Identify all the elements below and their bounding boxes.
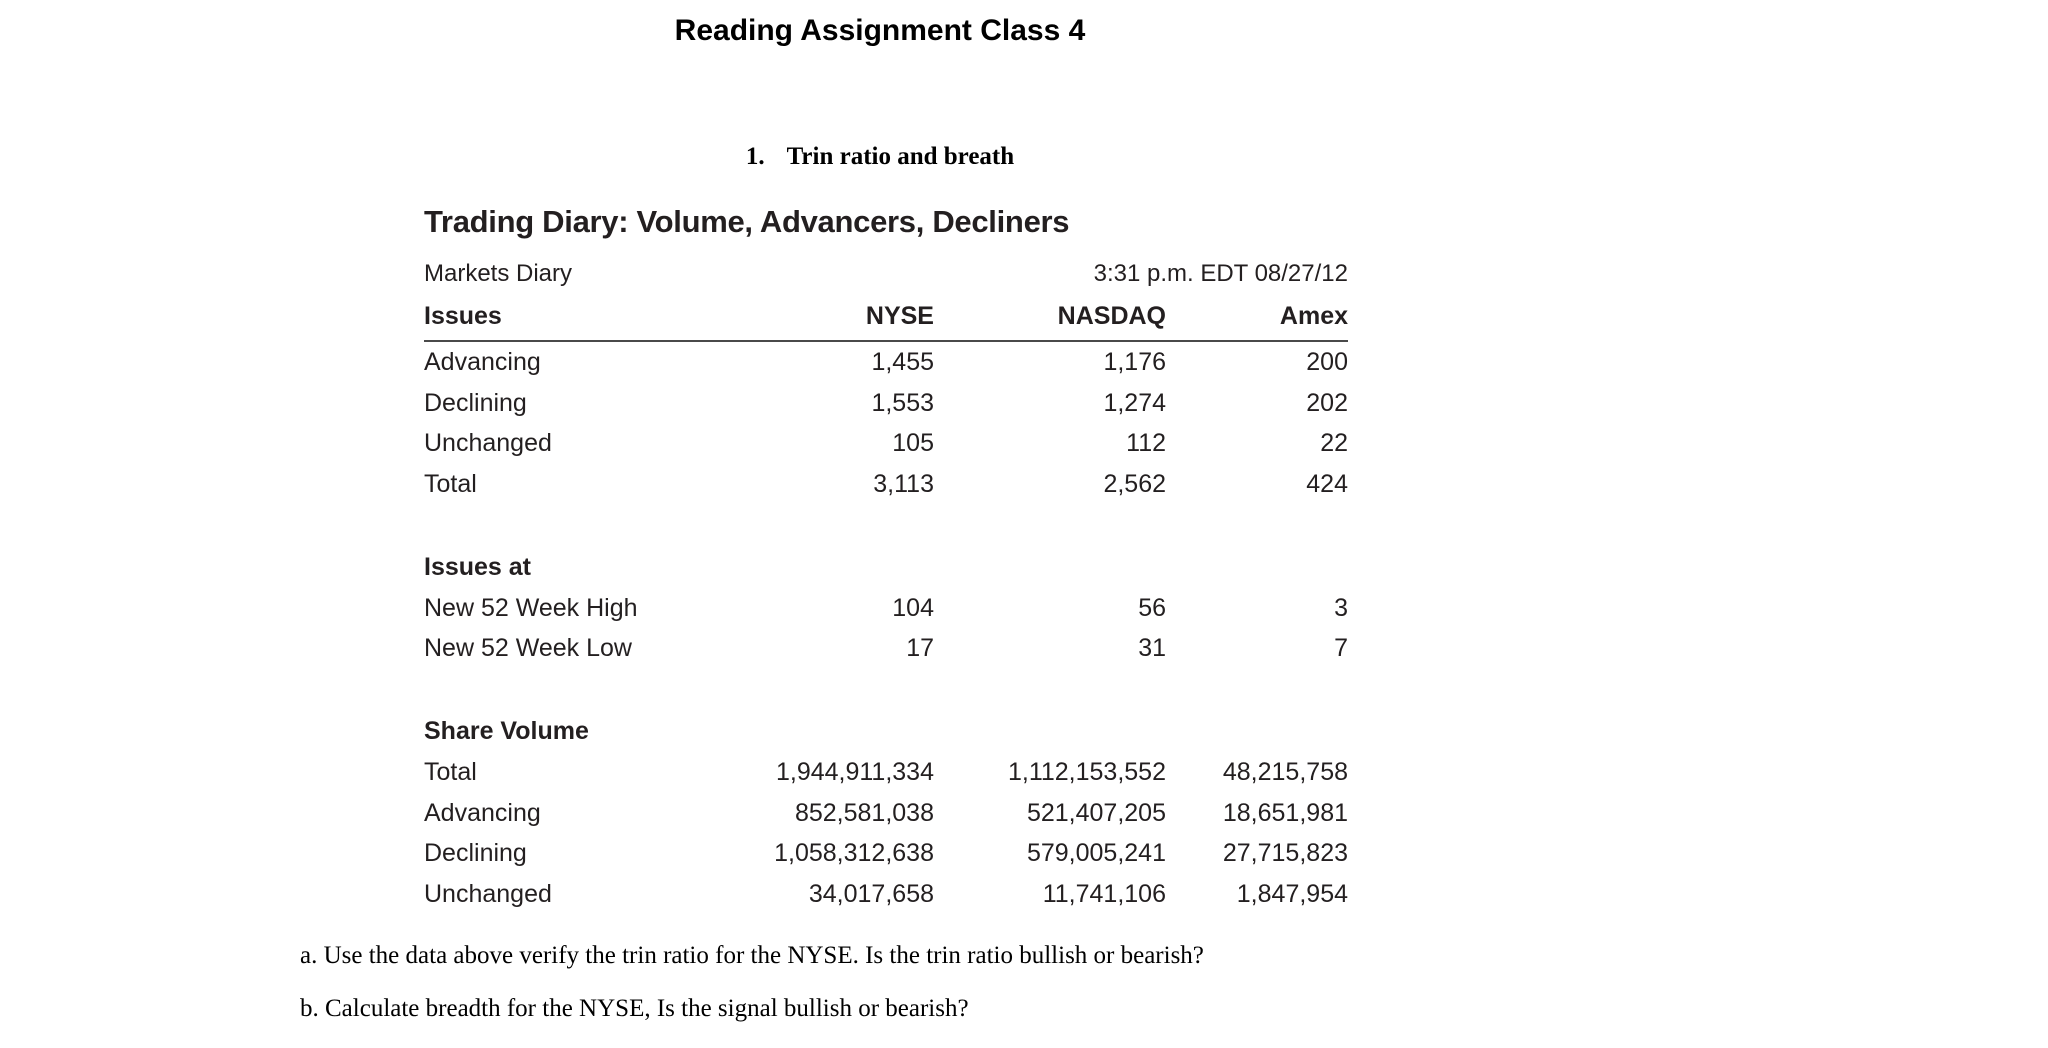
row-label: Advancing bbox=[424, 347, 541, 376]
nyse-value: 104 bbox=[892, 593, 934, 622]
row-label: New 52 Week High bbox=[424, 593, 638, 622]
amex-value: 202 bbox=[1306, 388, 1348, 417]
amex-value: 424 bbox=[1306, 470, 1348, 498]
row-label: New 52 Week Low bbox=[424, 634, 632, 663]
row-label: Declining bbox=[424, 388, 527, 417]
nyse-value: 1,058,312,638 bbox=[774, 839, 934, 868]
table-row: Advancing 852,581,038 521,407,205 18,651… bbox=[424, 793, 1348, 834]
diary-heading: Trading Diary: Volume, Advancers, Declin… bbox=[424, 204, 1070, 239]
column-header-nasdaq: NASDAQ bbox=[934, 296, 1166, 342]
assignment-item-heading: 1. Trin ratio and breath bbox=[0, 143, 1760, 171]
section-spacer bbox=[424, 669, 1348, 711]
table-row: Total 3,113 2,562 424 bbox=[424, 464, 1348, 505]
table-header-row: Issues NYSE NASDAQ Amex bbox=[424, 296, 1348, 342]
row-label: Unchanged bbox=[424, 880, 552, 908]
section-header-row: Issues at bbox=[424, 547, 1348, 588]
nasdaq-value: 11,741,106 bbox=[1042, 880, 1166, 908]
nasdaq-value: 1,274 bbox=[1103, 388, 1166, 417]
nyse-value: 105 bbox=[892, 429, 934, 458]
table-row: Unchanged 105 112 22 bbox=[424, 423, 1348, 464]
question-b-text: Calculate breadth for the NYSE, Is the s… bbox=[325, 995, 969, 1022]
nyse-value: 3,113 bbox=[873, 470, 934, 498]
amex-value: 7 bbox=[1334, 634, 1348, 663]
table-row: Advancing 1,455 1,176 200 bbox=[424, 341, 1348, 383]
column-header-nyse: NYSE bbox=[682, 296, 934, 342]
nasdaq-value: 521,407,205 bbox=[1026, 798, 1166, 827]
row-label: Total bbox=[424, 470, 477, 498]
nyse-value: 1,553 bbox=[871, 388, 934, 417]
nyse-value: 852,581,038 bbox=[794, 798, 934, 827]
question-b: b. Calculate breadth for the NYSE, Is th… bbox=[300, 995, 1204, 1023]
item-number: 1. bbox=[745, 143, 765, 170]
section-title: Share Volume bbox=[424, 717, 589, 745]
amex-value: 27,715,823 bbox=[1222, 839, 1348, 868]
question-a-text: Use the data above verify the trin ratio… bbox=[323, 942, 1204, 969]
table-row: Declining 1,553 1,274 202 bbox=[424, 383, 1348, 424]
table-row: New 52 Week Low 17 31 7 bbox=[424, 628, 1348, 669]
row-label: Unchanged bbox=[424, 429, 552, 458]
nasdaq-value: 1,176 bbox=[1103, 347, 1166, 376]
nasdaq-value: 31 bbox=[1138, 634, 1166, 663]
amex-value: 48,215,758 bbox=[1222, 757, 1348, 786]
section-spacer bbox=[424, 505, 1348, 547]
row-label: Advancing bbox=[424, 798, 541, 827]
question-b-label: b. bbox=[300, 995, 319, 1022]
page-title: Reading Assignment Class 4 bbox=[674, 14, 1086, 47]
diary-timestamp: 3:31 p.m. EDT 08/27/12 bbox=[1093, 260, 1348, 287]
section-title: Issues at bbox=[424, 552, 532, 581]
table-row: Declining 1,058,312,638 579,005,241 27,7… bbox=[424, 833, 1348, 874]
nasdaq-value: 56 bbox=[1138, 593, 1166, 622]
amex-value: 18,651,981 bbox=[1222, 798, 1348, 827]
table-row: New 52 Week High 104 56 3 bbox=[424, 588, 1348, 629]
amex-value: 200 bbox=[1306, 347, 1348, 376]
diary-subheader: Markets Diary 3:31 p.m. EDT 08/27/12 bbox=[424, 260, 1348, 288]
nasdaq-value: 112 bbox=[1126, 429, 1166, 458]
table-row: Total 1,944,911,334 1,112,153,552 48,215… bbox=[424, 752, 1348, 793]
table-row: Unchanged 34,017,658 11,741,106 1,847,95… bbox=[424, 874, 1348, 915]
item-title: Trin ratio and breath bbox=[786, 143, 1015, 170]
nyse-value: 1,455 bbox=[871, 347, 934, 376]
nasdaq-value: 1,112,153,552 bbox=[1007, 757, 1166, 786]
amex-value: 22 bbox=[1320, 429, 1348, 458]
section-header-row: Share Volume bbox=[424, 711, 1348, 752]
row-label: Declining bbox=[424, 839, 527, 868]
nasdaq-value: 2,562 bbox=[1103, 470, 1166, 498]
column-header-amex: Amex bbox=[1166, 296, 1348, 342]
row-label: Total bbox=[424, 757, 477, 786]
nyse-value: 34,017,658 bbox=[808, 880, 934, 908]
questions-block: a. Use the data above verify the trin ra… bbox=[300, 942, 1204, 1048]
nasdaq-value: 579,005,241 bbox=[1026, 839, 1166, 868]
markets-diary-table: Issues NYSE NASDAQ Amex Advancing 1,455 … bbox=[424, 296, 1348, 915]
question-a: a. Use the data above verify the trin ra… bbox=[300, 942, 1204, 970]
amex-value: 3 bbox=[1334, 593, 1348, 622]
nyse-value: 1,944,911,334 bbox=[775, 757, 934, 786]
column-header-issues: Issues bbox=[424, 296, 682, 342]
trading-diary: Trading Diary: Volume, Advancers, Declin… bbox=[424, 204, 1348, 915]
document-header: Reading Assignment Class 4 bbox=[0, 14, 1760, 48]
nyse-value: 17 bbox=[906, 634, 934, 663]
question-a-label: a. bbox=[300, 942, 318, 969]
markets-diary-label: Markets Diary bbox=[424, 260, 573, 287]
amex-value: 1,847,954 bbox=[1236, 880, 1348, 908]
